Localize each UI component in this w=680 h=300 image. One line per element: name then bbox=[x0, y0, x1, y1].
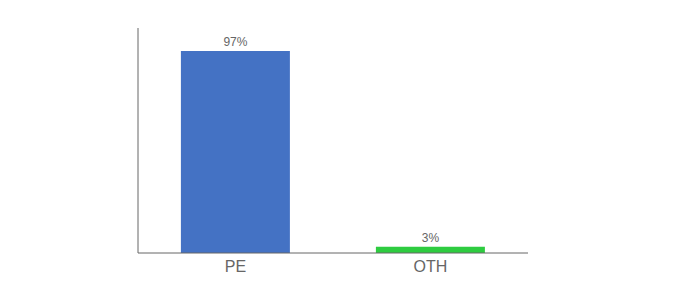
svg-text:PE: PE bbox=[225, 258, 246, 275]
svg-text:97%: 97% bbox=[223, 35, 247, 49]
svg-text:OTH: OTH bbox=[414, 258, 448, 275]
svg-text:3%: 3% bbox=[422, 231, 440, 245]
